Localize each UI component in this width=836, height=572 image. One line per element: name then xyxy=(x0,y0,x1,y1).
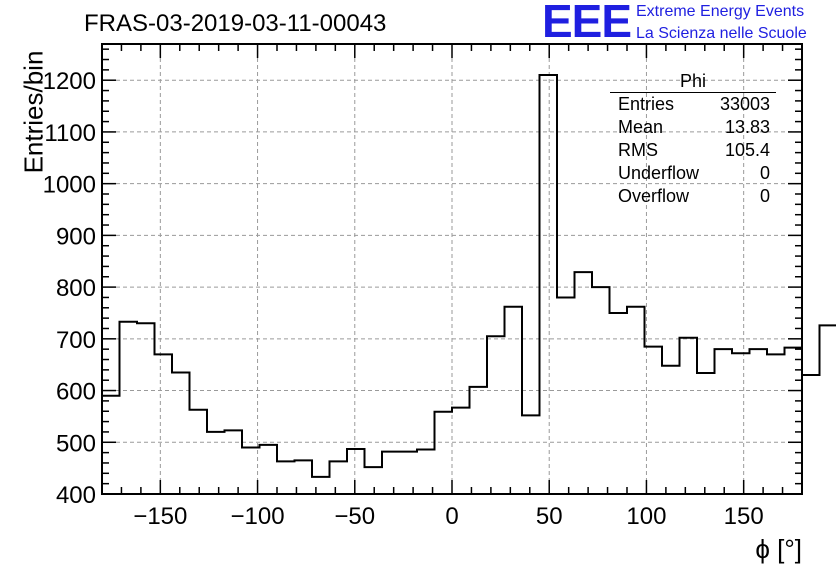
y-tick-label: 400 xyxy=(56,482,96,509)
x-tick-label: 150 xyxy=(724,503,764,530)
stats-row-overflow: Overflow 0 xyxy=(610,185,776,208)
x-tick-label: −150 xyxy=(133,503,187,530)
histogram-bin xyxy=(400,452,418,494)
logo-line-2: La Scienza nelle Scuole xyxy=(636,25,807,42)
stats-label: Mean xyxy=(618,117,664,137)
histogram-bin xyxy=(767,354,785,494)
stats-label: Underflow xyxy=(618,163,700,183)
histogram-bin xyxy=(680,338,698,494)
eee-logo-mark: EEE xyxy=(542,0,632,47)
y-tick-label: 500 xyxy=(56,430,96,457)
histogram-bin xyxy=(435,412,453,494)
stats-label: Overflow xyxy=(618,186,690,206)
histogram-bin xyxy=(820,325,836,494)
histogram-bin xyxy=(347,449,365,494)
y-tick-label: 1000 xyxy=(43,172,96,199)
histogram-bin xyxy=(382,452,400,494)
histogram-bin xyxy=(470,387,488,494)
stats-value: 0 xyxy=(759,186,770,206)
histogram-series xyxy=(101,74,836,494)
histogram-bin xyxy=(610,313,628,494)
histogram-bin xyxy=(190,410,208,494)
x-tick-label: 0 xyxy=(445,503,458,530)
histogram-bin xyxy=(260,445,278,494)
axes: −150 −100 −50 0 50 100 150 400 500 600 700 800 900 10… xyxy=(43,43,803,530)
histogram-bin xyxy=(662,366,680,494)
stats-value: 105.4 xyxy=(724,140,770,160)
y-tick-label: 1100 xyxy=(44,120,96,147)
histogram-bin xyxy=(750,349,768,494)
y-tick-label: 600 xyxy=(56,379,96,406)
histogram-bin xyxy=(225,430,243,494)
histogram-bin xyxy=(452,408,470,494)
histogram-bin xyxy=(557,297,575,494)
histogram-bin xyxy=(207,432,225,494)
histogram-bin xyxy=(487,336,505,494)
histogram-bin xyxy=(102,396,120,494)
logo-line-1: Extreme Energy Events xyxy=(636,3,805,20)
chart-title: FRAS-03-2019-03-11-00043 xyxy=(84,10,387,37)
histogram-bin xyxy=(802,375,820,494)
x-tick-label: −50 xyxy=(334,503,375,530)
histogram-bin xyxy=(155,354,173,494)
histogram-bin xyxy=(277,461,295,494)
x-tick-label: 100 xyxy=(626,503,666,530)
histogram-bin xyxy=(715,349,733,494)
histogram-bin xyxy=(365,467,383,494)
histogram-bin xyxy=(172,372,190,494)
y-tick-label: 800 xyxy=(56,275,96,302)
stats-row-mean: Mean 13.83 xyxy=(610,116,776,139)
stats-row-rms: RMS 105.4 xyxy=(610,139,776,162)
histogram-bin xyxy=(137,323,155,494)
y-tick-label: 1200 xyxy=(43,68,96,95)
histogram-bin xyxy=(645,347,663,494)
stats-value: 33003 xyxy=(719,94,770,114)
stats-title: Phi xyxy=(610,72,776,93)
histogram-bin xyxy=(627,307,645,494)
histogram-bin xyxy=(592,287,610,494)
histogram-bin xyxy=(540,75,558,494)
grid-lines xyxy=(102,44,802,494)
histogram-bin xyxy=(505,307,523,494)
x-tick-label: −100 xyxy=(231,503,285,530)
y-axis-label: Entries/bin xyxy=(18,50,49,174)
histogram-bin xyxy=(575,272,593,494)
histogram-bin xyxy=(330,461,348,494)
y-tick-label: 900 xyxy=(56,223,96,250)
histogram-bin xyxy=(312,477,330,494)
stats-box: Phi Entries 33003 Mean 13.83 RMS 105.4 U… xyxy=(610,72,776,208)
stats-value: 0 xyxy=(759,163,770,183)
stats-label: RMS xyxy=(618,140,658,160)
stats-row-underflow: Underflow 0 xyxy=(610,162,776,185)
histogram-bin xyxy=(120,322,138,494)
histogram-bin xyxy=(522,415,540,494)
y-tick-label: 700 xyxy=(56,327,96,354)
histogram-bin xyxy=(732,353,750,494)
histogram-bin xyxy=(697,373,715,494)
stats-row-entries: Entries 33003 xyxy=(610,93,776,116)
stats-label: Entries xyxy=(618,94,675,114)
stats-value: 13.83 xyxy=(724,117,770,137)
x-tick-label: 50 xyxy=(536,503,563,530)
histogram-outline xyxy=(101,74,836,494)
x-axis-label: ϕ [°] xyxy=(755,534,802,564)
